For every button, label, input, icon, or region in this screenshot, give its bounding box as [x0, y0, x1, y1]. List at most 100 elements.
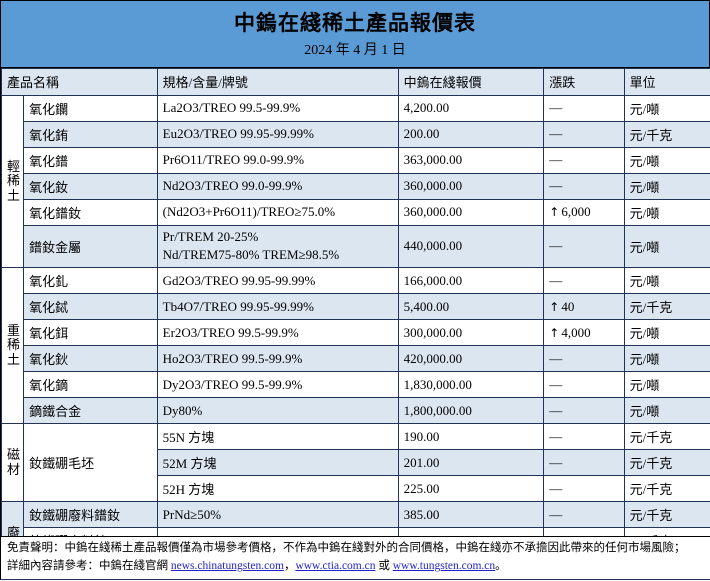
cell-change: — — [544, 372, 624, 398]
column-header-unit: 單位 — [624, 68, 710, 95]
cell-price: 420,000.00 — [398, 346, 544, 372]
cell-change: — — [544, 121, 624, 147]
cell-price: 4,200.00 — [398, 95, 544, 121]
change-value: 40 — [561, 299, 574, 314]
cell-product-name: 氧化銪 — [24, 121, 158, 147]
cell-price: 385.00 — [398, 502, 544, 528]
cell-change: — — [544, 398, 624, 424]
cell-product-name: 鏑鐵合金 — [24, 398, 158, 424]
cell-change: — — [544, 147, 624, 173]
cell-price: 440,000.00 — [398, 225, 544, 268]
cell-spec: Pr/TREM 20-25%Nd/TREM75-80% TREM≥98.5% — [157, 225, 398, 268]
disclaimer-footer: 免責聲明：中鎢在綫稀土產品報價僅為市場參考價格，不作為中鎢在綫對外的合同價格，中… — [1, 536, 710, 579]
category-char: 磁 — [7, 448, 18, 463]
cell-change: — — [544, 173, 624, 199]
cell-product-name: 氧化鑭 — [24, 95, 158, 121]
cell-unit: 元/噸 — [624, 95, 710, 121]
change-value: — — [549, 455, 562, 470]
separator-1: ， — [284, 560, 296, 572]
cell-price: 200.00 — [398, 121, 544, 147]
cell-change: — — [544, 450, 624, 476]
cell-spec: Er2O3/TREO 99.5-99.9% — [157, 320, 398, 346]
change-value: — — [549, 403, 562, 418]
cell-price: 363,000.00 — [398, 147, 544, 173]
cell-spec: Eu2O3/TREO 99.95-99.99% — [157, 121, 398, 147]
quote-date: 2024 年 4 月 1 日 — [1, 42, 709, 60]
column-header-change: 漲跌 — [544, 68, 624, 95]
cell-price: 360,000.00 — [398, 173, 544, 199]
cell-unit: 元/千克 — [624, 121, 710, 147]
cell-product-name: 釹鐵硼毛坯 — [24, 424, 158, 502]
link-news-chinatungsten[interactable]: news.chinatungsten.com — [171, 560, 284, 572]
cell-unit: 元/噸 — [624, 398, 710, 424]
change-value: 6,000 — [561, 204, 590, 219]
cell-product-name: 氧化鉺 — [24, 320, 158, 346]
cell-product-name: 氧化釹 — [24, 173, 158, 199]
change-value: — — [549, 126, 562, 141]
cell-unit: 元/千克 — [624, 450, 710, 476]
category-char: 輕 — [7, 160, 18, 175]
cell-price: 1,800,000.00 — [398, 398, 544, 424]
cell-price: 201.00 — [398, 450, 544, 476]
category-label-heavy: 重稀土 — [2, 268, 24, 424]
cell-product-name: 氧化鋱 — [24, 294, 158, 320]
arrow-up-icon: ↑ — [549, 300, 559, 314]
cell-change: — — [544, 225, 624, 268]
cell-change: — — [544, 268, 624, 294]
cell-change: — — [544, 95, 624, 121]
page-title: 中鎢在綫稀土產品報價表 — [1, 9, 709, 37]
cell-unit: 元/噸 — [624, 173, 710, 199]
cell-price: 360,000.00 — [398, 199, 544, 225]
cell-price: 166,000.00 — [398, 268, 544, 294]
cell-product-name: 氧化鐠 — [24, 147, 158, 173]
cell-unit: 元/噸 — [624, 268, 710, 294]
cell-price: 225.00 — [398, 476, 544, 502]
cell-unit: 元/千克 — [624, 502, 710, 528]
cell-spec: Dy2O3/TREO 99.5-99.9% — [157, 372, 398, 398]
cell-price: 1,830,000.00 — [398, 372, 544, 398]
change-value: 4,000 — [561, 325, 590, 340]
category-char: 稀 — [7, 174, 18, 189]
cell-product-name: 氧化鏑 — [24, 372, 158, 398]
category-char: 稀 — [7, 338, 18, 353]
disclaimer-suffix: 。 — [495, 560, 507, 572]
column-header-name: 產品名稱 — [2, 68, 158, 95]
cell-unit: 元/噸 — [624, 320, 710, 346]
change-value: — — [549, 273, 562, 288]
cell-change: — — [544, 424, 624, 450]
category-char: 土 — [7, 189, 18, 204]
disclaimer-prefix: 詳細內容請參考：中鎢在綫官網 — [7, 560, 171, 572]
category-char: 土 — [7, 353, 18, 368]
cell-unit: 元/千克 — [624, 424, 710, 450]
link-ctia[interactable]: www.ctia.com.cn — [295, 560, 375, 572]
cell-spec: La2O3/TREO 99.5-99.9% — [157, 95, 398, 121]
cell-spec: Ho2O3/TREO 99.5-99.9% — [157, 346, 398, 372]
change-value: — — [549, 351, 562, 366]
cell-change: ↑6,000 — [544, 199, 624, 225]
cell-unit: 元/噸 — [624, 199, 710, 225]
arrow-up-icon: ↑ — [549, 205, 559, 219]
cell-change: ↑4,000 — [544, 320, 624, 346]
cell-product-name: 氧化釓 — [24, 268, 158, 294]
header-row: 產品名稱 規格/含量/牌號 中鎢在綫報價 漲跌 單位 — [2, 68, 710, 95]
table-header: 產品名稱 規格/含量/牌號 中鎢在綫報價 漲跌 單位 — [2, 68, 710, 95]
link-tungsten[interactable]: www.tungsten.com.cn — [393, 560, 495, 572]
disclaimer-line-1: 免責聲明：中鎢在綫稀土產品報價僅為市場參考價格，不作為中鎢在綫對外的合同價格，中… — [7, 540, 707, 558]
change-value: — — [549, 152, 562, 167]
cell-unit: 元/千克 — [624, 476, 710, 502]
cell-spec: Dy80% — [157, 398, 398, 424]
change-value: — — [549, 507, 562, 522]
cell-spec: Gd2O3/TREO 99.95-99.99% — [157, 268, 398, 294]
cell-price: 5,400.00 — [398, 294, 544, 320]
cell-unit: 元/噸 — [624, 225, 710, 268]
cell-price: 190.00 — [398, 424, 544, 450]
